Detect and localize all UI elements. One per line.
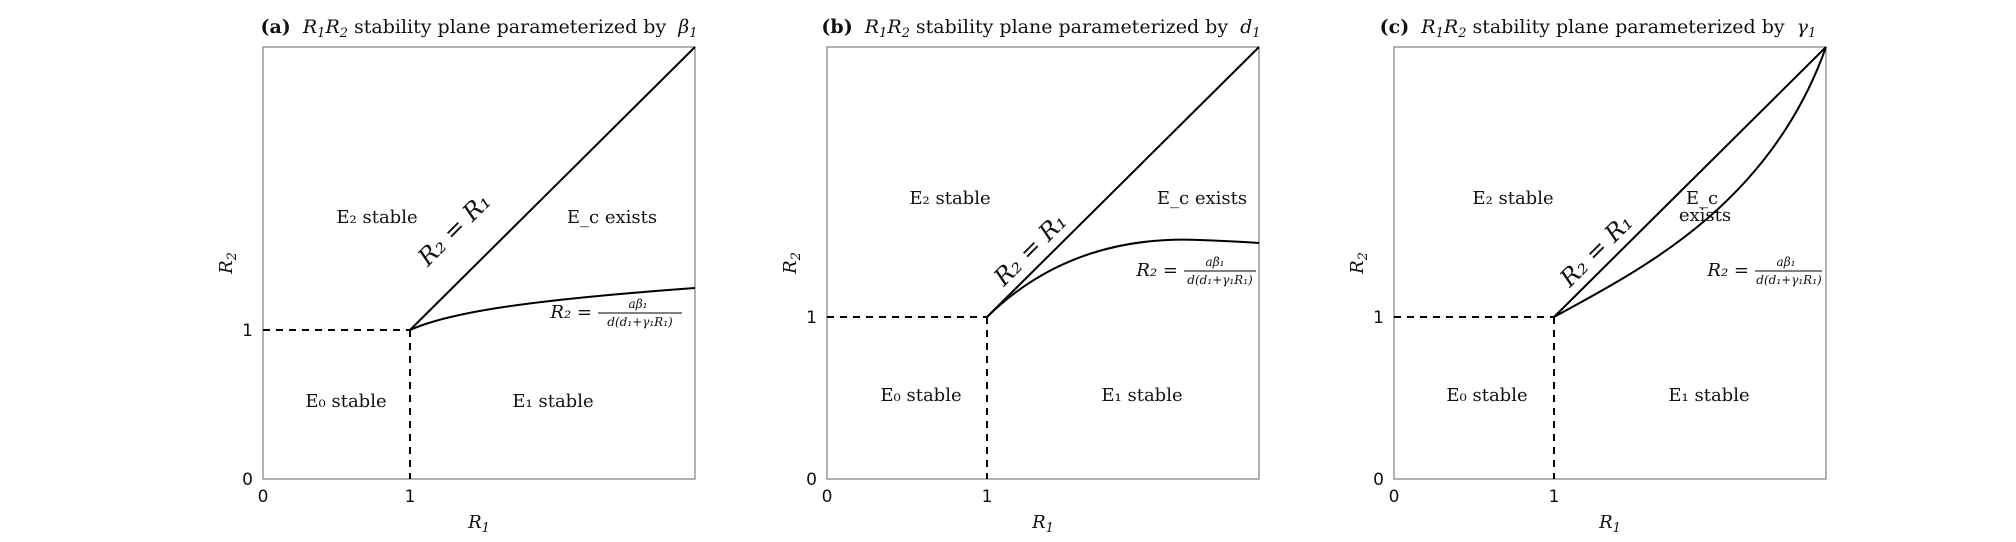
panel-c-title-prefix: (c)	[1380, 16, 1410, 38]
panel-a-title-param: β	[677, 16, 689, 38]
panel-c-region-e1: E₁ stable	[1668, 385, 1749, 406]
panel-a-title: (a) R1R2 stability plane parameterized by…	[261, 16, 698, 41]
panel-a-boundary-curve	[409, 287, 696, 331]
panel-c-diagonal-line	[1553, 46, 1827, 318]
panel-c-title: (c) R1R2 stability plane parameterized by…	[1380, 16, 1817, 41]
panel-c-diagonal-label: R₂ = R₁	[1554, 208, 1639, 293]
svg-text:aβ₁: aβ₁	[1777, 255, 1796, 269]
panel-a-region-ec: E_c exists	[567, 207, 657, 228]
panel-c-region-e0: E₀ stable	[1446, 385, 1527, 406]
panel-a-diagonal-label: R₂ = R₁	[412, 187, 497, 272]
panel-b-frame	[826, 46, 1260, 480]
panel-c: (c) R1 R2 stability plane parameterized by…	[1347, 16, 1827, 536]
panel-c-title-text: stability plane parameterized by	[1472, 16, 1784, 38]
panel-b-xtick-0: 0	[822, 487, 833, 507]
svg-text:R₂ =: R₂ =	[549, 302, 592, 323]
panel-b: (b) R1 R2 stability plane parameterized by…	[780, 16, 1261, 536]
panel-b-title-text: stability plane parameterized by	[916, 16, 1228, 38]
panel-c-y-axis-label: R2	[1347, 252, 1371, 275]
panel-a-ytick-1: 1	[242, 321, 253, 341]
panel-c-curve-label: R₂ = aβ₁ d(d₁+γ₁R₁)	[1706, 255, 1822, 287]
panel-c-region-e2: E₂ stable	[1472, 188, 1553, 209]
panel-b-diagonal-label: R₂ = R₁	[988, 207, 1073, 292]
panel-c-frame	[1393, 46, 1827, 480]
panel-c-x-axis-label: R1	[1598, 512, 1621, 536]
panel-c-region-ec: E_c	[1686, 188, 1718, 209]
panel-a-region-e1: E₁ stable	[512, 391, 593, 412]
panel-a-xtick-0: 0	[258, 487, 269, 507]
panel-b-ytick-1: 1	[806, 308, 817, 328]
panel-b-boundary-curve	[986, 238, 1260, 318]
panel-b-region-e1: E₁ stable	[1101, 385, 1182, 406]
panel-c-xtick-0: 0	[1389, 487, 1400, 507]
svg-text:d(d₁+γ₁R₁): d(d₁+γ₁R₁)	[1187, 273, 1253, 287]
svg-text:aβ₁: aβ₁	[629, 297, 648, 311]
panel-b-title: (b) R1R2 stability plane parameterized by…	[821, 16, 1260, 41]
panel-c-title-param: γ	[1797, 16, 1809, 38]
svg-text:d(d₁+γ₁R₁): d(d₁+γ₁R₁)	[1756, 273, 1822, 287]
panel-b-region-e0: E₀ stable	[880, 385, 961, 406]
svg-text:aβ₁: aβ₁	[1206, 255, 1225, 269]
panel-c-xtick-1: 1	[1549, 487, 1560, 507]
panel-a-x-axis-label: R1	[467, 512, 490, 536]
panel-b-diagonal-line	[986, 46, 1260, 318]
panel-b-region-ec: E_c exists	[1157, 188, 1247, 209]
panel-c-ytick-0: 0	[1373, 470, 1384, 490]
panel-b-y-axis-label: R2	[780, 252, 804, 275]
panel-a-xtick-1: 1	[405, 487, 416, 507]
panel-b-xtick-1: 1	[982, 487, 993, 507]
panel-a-title-text: stability plane parameterized by	[354, 16, 666, 38]
panel-a-diagonal-line	[409, 46, 696, 331]
svg-text:R₂ =: R₂ =	[1135, 260, 1178, 281]
panel-a-ytick-0: 0	[242, 470, 253, 490]
panel-b-region-e2: E₂ stable	[909, 188, 990, 209]
panel-c-ytick-1: 1	[1373, 308, 1384, 328]
panel-b-ytick-0: 0	[806, 470, 817, 490]
panel-a: (a) R1 R2 stability plane parameterized by…	[216, 16, 698, 536]
panel-b-curve-label: R₂ = aβ₁ d(d₁+γ₁R₁)	[1135, 255, 1256, 287]
svg-text:d(d₁+γ₁R₁): d(d₁+γ₁R₁)	[607, 315, 673, 329]
panel-a-region-e2: E₂ stable	[336, 207, 417, 228]
panel-c-region-ec-exists: exists	[1679, 205, 1731, 226]
panel-b-x-axis-label: R1	[1031, 512, 1054, 536]
panel-a-title-prefix: (a)	[261, 16, 291, 38]
svg-text:R₂ =: R₂ =	[1706, 260, 1749, 281]
panel-b-title-prefix: (b)	[821, 16, 852, 38]
panel-a-frame	[262, 46, 696, 480]
panel-a-curve-label: R₂ = aβ₁ d(d₁+γ₁R₁)	[549, 297, 682, 329]
panel-b-title-param: d	[1240, 16, 1252, 38]
panel-c-boundary-curve	[1553, 46, 1827, 318]
panel-a-region-e0: E₀ stable	[305, 391, 386, 412]
panel-a-y-axis-label: R2	[216, 252, 240, 275]
